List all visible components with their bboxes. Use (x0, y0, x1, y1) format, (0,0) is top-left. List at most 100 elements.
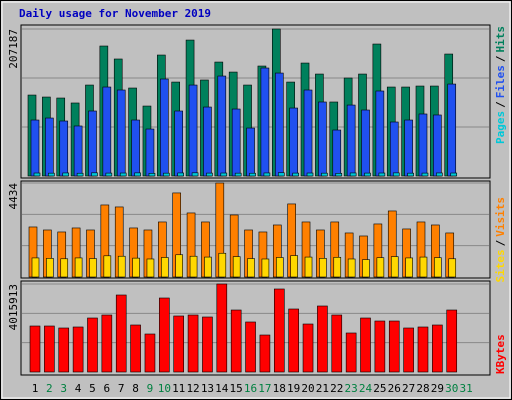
bar (230, 309, 242, 373)
x-tick-label: 7 (118, 382, 125, 395)
bar (188, 84, 198, 177)
bar (432, 324, 443, 373)
bar (392, 172, 400, 177)
x-tick-label: 20 (301, 382, 314, 395)
bar (448, 258, 457, 278)
x-tick-label: 10 (158, 382, 171, 395)
legend-separator: / (494, 55, 507, 62)
bar (206, 172, 213, 177)
bar (436, 172, 443, 177)
bar (292, 172, 299, 177)
bar (249, 172, 256, 177)
y-tick-label: 207187 (7, 29, 20, 69)
bar (331, 314, 343, 373)
x-tick-label: 22 (330, 382, 343, 395)
bar (173, 315, 184, 373)
bar (446, 309, 458, 373)
bar (389, 121, 399, 177)
x-tick-label: 5 (89, 382, 96, 395)
bar (232, 256, 241, 278)
bar (434, 257, 442, 278)
bar (303, 89, 313, 177)
x-tick-label: 31 (459, 382, 472, 395)
bar (376, 257, 385, 278)
bar (374, 320, 386, 373)
bar (234, 172, 242, 177)
bar (231, 108, 241, 177)
bar (59, 120, 69, 177)
x-tick-label: 18 (273, 382, 286, 395)
x-tick-label: 3 (60, 382, 67, 395)
bar (347, 258, 356, 278)
x-tick-label: 6 (104, 382, 111, 395)
bar (131, 119, 140, 177)
bar (345, 332, 357, 373)
x-tick-label: 19 (287, 382, 300, 395)
bar (46, 258, 54, 278)
bar (88, 110, 97, 177)
bar (360, 317, 371, 373)
legend-entry: Visits (494, 197, 507, 237)
x-tick-label: 21 (316, 382, 329, 395)
bar (60, 258, 69, 278)
bar (33, 172, 41, 177)
y-tick-label: 4015913 (7, 284, 20, 330)
bar (404, 119, 413, 177)
legend-separator: / (494, 239, 507, 246)
bar (274, 72, 284, 177)
bar (450, 172, 458, 177)
x-tick-label: 15 (230, 382, 243, 395)
bar (44, 325, 55, 373)
bar (174, 110, 183, 177)
bar (417, 326, 429, 373)
bar (319, 258, 327, 278)
bar (403, 327, 414, 373)
bar (288, 308, 299, 373)
legend: Pages / Files / Hits (494, 26, 507, 144)
x-tick-label: 16 (244, 382, 257, 395)
bar (145, 128, 155, 177)
bar (289, 107, 298, 177)
x-tick-label: 23 (345, 382, 358, 395)
legend-entry: KBytes (494, 334, 507, 374)
bar (130, 324, 141, 373)
bar (102, 86, 112, 177)
legend-entry: Files (494, 65, 507, 98)
bar (76, 172, 84, 177)
bar (132, 257, 140, 278)
bar (433, 114, 442, 177)
bar (302, 323, 314, 373)
bar (405, 257, 413, 278)
bar (390, 256, 399, 278)
bar (187, 314, 199, 373)
legend: KBytes (494, 334, 507, 374)
x-tick-label: 4 (75, 382, 82, 395)
x-tick-label: 2 (46, 382, 53, 395)
x-tick-label: 27 (402, 382, 415, 395)
bar (407, 172, 414, 177)
bar (204, 256, 212, 278)
bar (48, 172, 55, 177)
bar (30, 119, 40, 177)
bar (91, 172, 98, 177)
bar (189, 255, 198, 278)
bar (361, 109, 370, 177)
x-tick-label: 9 (147, 382, 154, 395)
x-tick-label: 24 (359, 382, 373, 395)
bar (419, 256, 428, 278)
bar (116, 89, 126, 177)
bar (134, 172, 141, 177)
bar (318, 101, 327, 177)
bar (45, 117, 54, 177)
bar (375, 90, 385, 177)
bar (333, 256, 342, 278)
bar (159, 297, 170, 373)
x-tick-label: 1 (32, 382, 39, 395)
x-tick-label: 25 (373, 382, 386, 395)
y-tick-label: 4434 (7, 183, 20, 210)
bar (89, 258, 97, 278)
bar (421, 172, 429, 177)
bar (447, 83, 457, 177)
bar (259, 334, 271, 373)
